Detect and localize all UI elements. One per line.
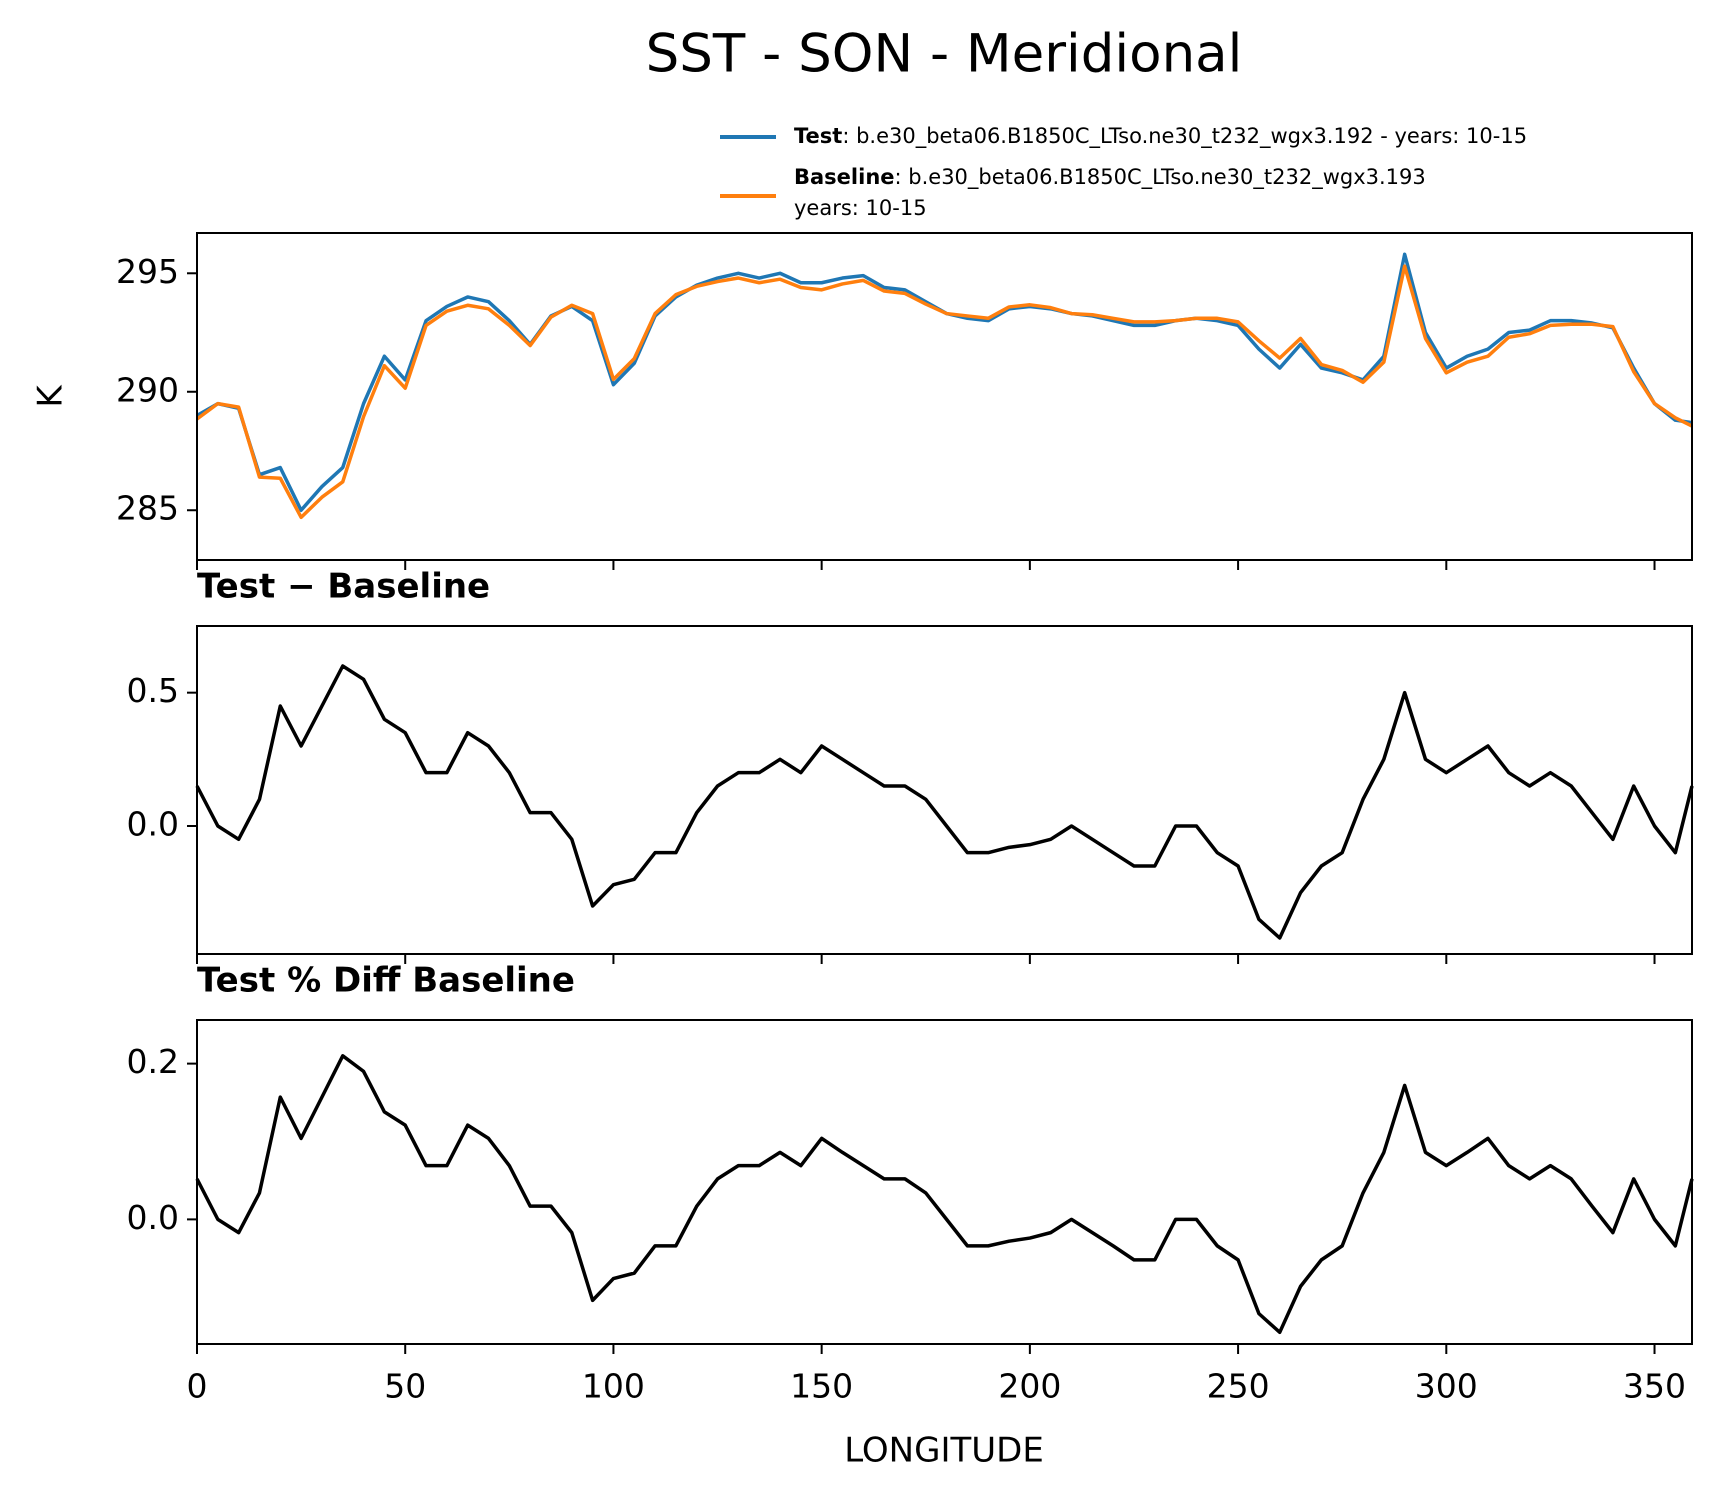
legend-label-line2: years: 10-15 xyxy=(794,196,927,220)
panel-title: Test % Diff Baseline xyxy=(197,961,575,1001)
legend-desc: : b.e30_beta06.B1850C_LTso.ne30_t232_wgx… xyxy=(895,165,1426,190)
series-line xyxy=(195,264,1693,520)
x-tick-label: 300 xyxy=(1415,1367,1478,1406)
axes-frame xyxy=(196,232,1693,561)
y-tick-label: 0.2 xyxy=(127,1042,179,1081)
x-tick-label: 150 xyxy=(790,1367,853,1406)
legend-desc: : b.e30_beta06.B1850C_LTso.ne30_t232_wgx… xyxy=(842,124,1527,149)
x-tick-label: 250 xyxy=(1207,1367,1270,1406)
figure-title: SST - SON - Meridional xyxy=(646,24,1243,85)
y-tick-label: 0.0 xyxy=(127,1198,179,1237)
legend-name: Test xyxy=(794,124,842,148)
x-tick-label: 0 xyxy=(187,1367,208,1406)
legend-name: Baseline xyxy=(794,165,895,189)
legend-label: Test: b.e30_beta06.B1850C_LTso.ne30_t232… xyxy=(794,124,1527,149)
axes-frame xyxy=(196,625,1693,955)
axes-frame xyxy=(196,1019,1693,1345)
y-tick-label: 285 xyxy=(116,489,179,528)
panel-title: Test − Baseline xyxy=(197,567,490,607)
series-line xyxy=(195,664,1694,940)
series-line xyxy=(195,1054,1694,1335)
y-axis-label: K xyxy=(31,384,71,408)
series-line xyxy=(196,252,1693,512)
x-tick-label: 100 xyxy=(582,1367,645,1406)
y-tick-label: 0.5 xyxy=(127,671,179,710)
x-tick-label: 50 xyxy=(384,1367,426,1406)
y-tick-label: 0.0 xyxy=(127,805,179,844)
y-tick-label: 295 xyxy=(116,252,179,291)
x-tick-label: 200 xyxy=(998,1367,1061,1406)
x-axis-label: LONGITUDE xyxy=(844,1431,1044,1471)
legend-label: Baseline: b.e30_beta06.B1850C_LTso.ne30_… xyxy=(794,165,1426,190)
x-tick-label: 350 xyxy=(1623,1367,1686,1406)
y-tick-label: 290 xyxy=(116,370,179,409)
